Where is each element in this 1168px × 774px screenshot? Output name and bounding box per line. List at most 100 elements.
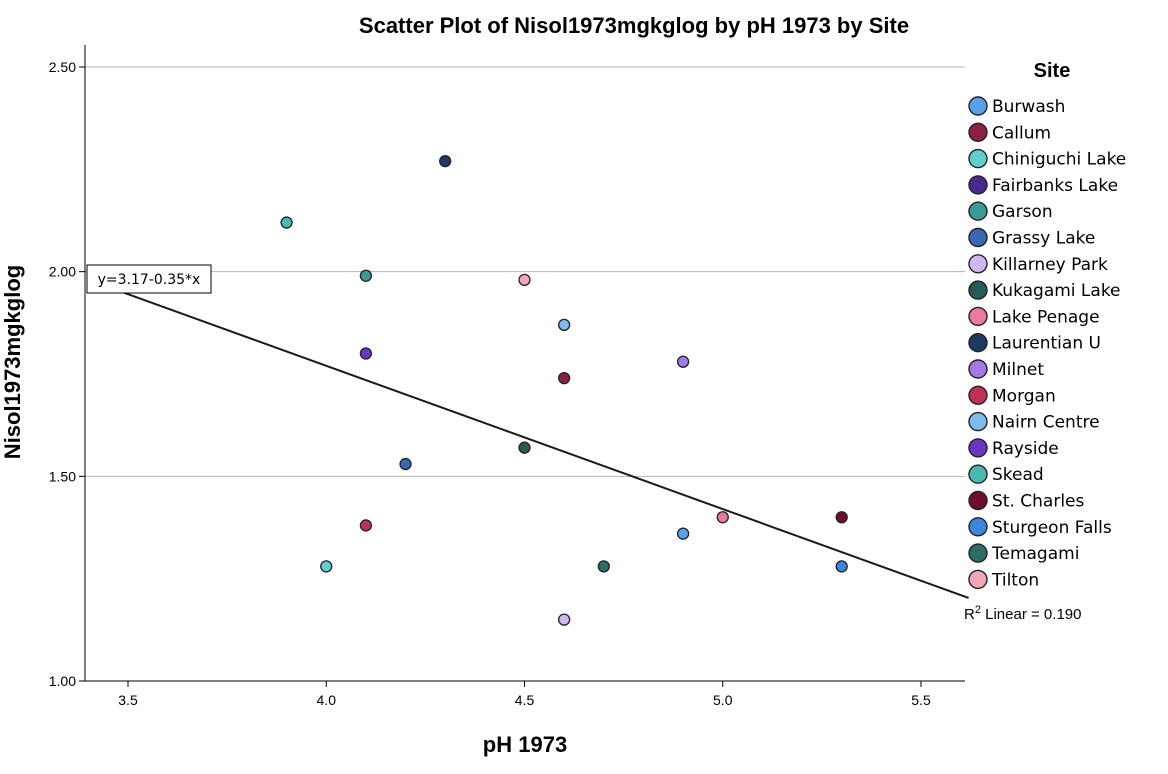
legend-marker: [968, 385, 988, 405]
fit-equation-label: y=3.17-0.35*x: [86, 264, 212, 294]
legend-marker: [968, 464, 988, 484]
y-tick-label: 2.00: [49, 264, 76, 280]
x-tick-label: 4.0: [317, 692, 337, 708]
legend-title: Site: [1034, 60, 1071, 82]
data-point: [359, 347, 373, 360]
legend-marker: [968, 175, 988, 195]
legend-marker: [968, 306, 988, 327]
y-tick-label: 2.50: [49, 59, 76, 75]
fit-equation-box: [86, 264, 212, 294]
legend-label: Sturgeon Falls: [992, 518, 1112, 538]
legend-label: Nairn Centre: [992, 413, 1100, 433]
legend-item: Killarney Park: [968, 254, 1108, 275]
data-points: [280, 154, 848, 626]
data-point: [320, 560, 333, 573]
legend-item: Rayside: [968, 438, 1059, 459]
legend-item: Kukagami Lake: [968, 280, 1121, 301]
legend-item: Burwash: [968, 96, 1065, 117]
legend-label: Kukagami Lake: [992, 281, 1121, 301]
legend-marker: [968, 517, 988, 537]
legend-item: Garson: [968, 201, 1053, 222]
legend-item: Morgan: [968, 385, 1056, 406]
legend-item: Lake Penage: [968, 306, 1100, 327]
data-point: [676, 527, 690, 540]
legend-label: St. Charles: [992, 492, 1084, 512]
data-point: [399, 457, 412, 471]
legend-item: Skead: [968, 464, 1044, 485]
legend-label: Fairbanks Lake: [992, 176, 1118, 196]
legend-marker: [968, 438, 988, 458]
legend-label: Lake Penage: [992, 307, 1100, 327]
y-ticks: 1.00 1.50 2.00 2.50: [49, 59, 85, 689]
x-tick-label: 4.5: [515, 692, 535, 708]
legend-marker: [968, 490, 988, 511]
legend-label: Chiniguchi Lake: [992, 150, 1126, 170]
y-tick-label: 1.50: [49, 468, 76, 484]
x-tick-label: 5.5: [911, 692, 931, 708]
legend: Site Burwash Callum Chiniguchi Lake Fairban…: [968, 60, 1126, 590]
legend-marker: [968, 148, 988, 169]
legend-marker: [968, 122, 988, 143]
legend-item: St. Charles: [968, 490, 1084, 512]
data-point: [597, 560, 610, 573]
legend-label: Temagami: [991, 544, 1079, 564]
legend-label: Garson: [992, 202, 1053, 222]
legend-label: Laurentian U: [992, 334, 1101, 354]
legend-marker: [968, 359, 988, 379]
legend-label: Skead: [992, 465, 1044, 485]
data-point: [518, 441, 531, 454]
legend-label: Burwash: [992, 97, 1065, 117]
data-point: [676, 355, 690, 368]
legend-label: Morgan: [992, 386, 1056, 406]
legend-marker: [968, 543, 988, 563]
legend-label: Milnet: [992, 360, 1044, 380]
legend-marker: [968, 254, 988, 274]
data-point: [518, 273, 531, 287]
data-point: [439, 154, 452, 168]
legend-item: Chiniguchi Lake: [968, 148, 1126, 170]
y-axis-label: Nisol1973mgkglog: [0, 265, 25, 459]
legend-marker: [968, 411, 988, 432]
r-squared-label: R2 Linear = 0.190: [964, 604, 1081, 623]
legend-item: Callum: [968, 122, 1051, 143]
legend-item: Milnet: [968, 359, 1044, 380]
legend-item: Tilton: [968, 569, 1039, 590]
legend-label: Killarney Park: [992, 255, 1108, 275]
legend-item: Grassy Lake: [968, 227, 1095, 249]
fit-line-group: [88, 278, 969, 599]
data-point: [835, 511, 848, 524]
data-point: [835, 560, 848, 573]
axes: [84, 45, 965, 682]
legend-marker: [968, 280, 988, 300]
legend-label: Rayside: [992, 439, 1059, 459]
legend-marker: [968, 96, 988, 116]
grid-lines: [85, 66, 965, 477]
legend-marker: [968, 569, 988, 590]
data-point: [558, 318, 571, 332]
legend-item: Fairbanks Lake: [968, 175, 1118, 196]
fit-line: [88, 278, 969, 599]
legend-item: Sturgeon Falls: [968, 517, 1112, 538]
y-tick-label: 1.00: [49, 673, 76, 689]
data-point: [558, 371, 571, 385]
chart-title: Scatter Plot of Nisol1973mgkglog by pH 1…: [359, 13, 909, 38]
x-axis-label: pH 1973: [483, 732, 567, 757]
legend-item: Laurentian U: [968, 333, 1101, 354]
legend-item: Temagami: [968, 543, 1079, 564]
legend-marker: [968, 227, 988, 248]
legend-label: Callum: [992, 123, 1051, 143]
data-point: [359, 519, 373, 532]
legend-label: Tilton: [991, 570, 1039, 590]
data-point: [280, 216, 293, 229]
fit-equation-text: y=3.17-0.35*x: [98, 272, 201, 288]
x-ticks: 3.5 4.0 4.5 5.0 5.5: [118, 681, 931, 708]
data-point: [359, 269, 373, 282]
data-point: [716, 511, 729, 524]
legend-label: Grassy Lake: [992, 229, 1095, 249]
legend-marker: [968, 333, 988, 353]
legend-item: Nairn Centre: [968, 411, 1100, 433]
legend-marker: [968, 201, 988, 221]
x-tick-label: 3.5: [118, 692, 138, 708]
x-tick-label: 5.0: [713, 692, 733, 708]
